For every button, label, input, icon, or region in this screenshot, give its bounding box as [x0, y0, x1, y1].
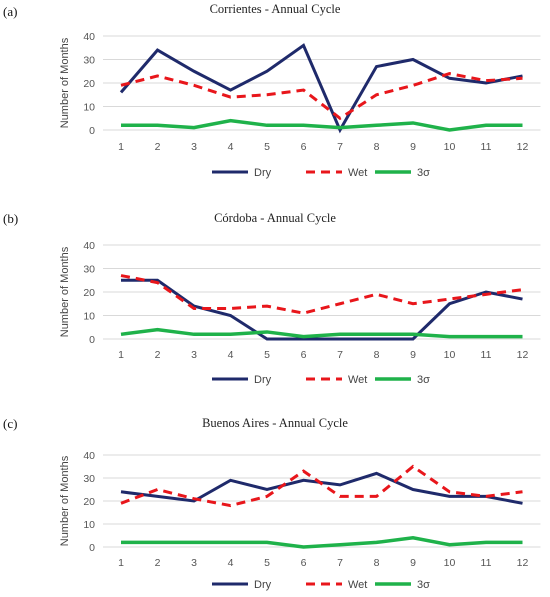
x-tick-label: 7 — [337, 557, 343, 569]
y-tick-label: 10 — [83, 519, 95, 531]
x-tick-label: 9 — [410, 557, 416, 569]
x-tick-label: 10 — [444, 349, 456, 361]
line-chart-buenos-aires: Buenos Aires - Annual Cycle 0 10 20 30 40 Numb… — [59, 416, 541, 591]
panel-label: (c) — [3, 416, 18, 431]
x-tick-label: 5 — [264, 349, 270, 361]
legend-label: Dry — [254, 167, 272, 179]
series-line-dry — [121, 278, 523, 341]
series-line-sigma — [121, 118, 523, 132]
legend-wet: Wet — [306, 579, 367, 591]
x-tick-label: 5 — [264, 141, 270, 153]
chart-panel-cordoba: (b) Córdoba - Annual Cycle 0 10 20 30 40 Numbe… — [0, 207, 550, 397]
chart-title: Córdoba - Annual Cycle — [214, 211, 336, 225]
x-tick-label: 12 — [517, 557, 529, 569]
x-tick-label: 2 — [155, 349, 161, 361]
x-tick-label: 8 — [374, 557, 380, 569]
x-tick-label: 3 — [191, 141, 197, 153]
legend-label: 3σ — [417, 374, 430, 386]
line-chart-cordoba: Córdoba - Annual Cycle 0 10 20 30 40 Number of… — [59, 211, 541, 386]
y-axis-label: Number of Months — [59, 246, 71, 337]
legend-label: 3σ — [417, 167, 430, 179]
legend-3sigma: 3σ — [375, 167, 430, 179]
y-tick-label: 30 — [83, 264, 95, 276]
legend-wet: Wet — [306, 374, 367, 386]
y-tick-label: 0 — [89, 542, 95, 554]
y-tick-label: 30 — [83, 473, 95, 485]
x-tick-label: 4 — [228, 141, 234, 153]
chart-panel-buenos-aires: (c) Buenos Aires - Annual Cycle 0 10 20 30 40… — [0, 412, 550, 597]
series-line-sigma — [120, 327, 523, 339]
series-line-wet — [120, 72, 523, 121]
x-tick-label: 1 — [118, 349, 124, 361]
legend-label: Wet — [348, 167, 367, 179]
x-tick-label: 3 — [191, 557, 197, 569]
x-tick-label: 8 — [374, 141, 380, 153]
y-axis-label: Number of Months — [59, 37, 71, 128]
x-tick-label: 4 — [228, 349, 234, 361]
legend-dry: Dry — [212, 374, 272, 386]
x-tick-label: 11 — [481, 141, 492, 153]
x-tick-label: 9 — [410, 141, 416, 153]
line-chart-corrientes: Corrientes - Annual Cycle 0 10 20 30 40 Number… — [59, 2, 541, 179]
y-tick-label: 30 — [83, 55, 95, 67]
x-tick-label: 3 — [191, 349, 197, 361]
legend-label: Wet — [348, 579, 367, 591]
y-tick-label: 40 — [83, 450, 95, 462]
x-tick-label: 6 — [301, 349, 307, 361]
series-line-dry — [119, 43, 523, 134]
x-tick-label: 11 — [481, 349, 492, 361]
legend-label: Dry — [254, 579, 272, 591]
series-line-sigma — [121, 536, 523, 549]
x-tick-label: 6 — [301, 557, 307, 569]
legend-3sigma: 3σ — [375, 579, 430, 591]
legend-wet: Wet — [306, 167, 367, 179]
y-tick-label: 40 — [83, 240, 95, 252]
y-tick-label: 0 — [89, 334, 95, 346]
x-tick-label: 12 — [517, 141, 529, 153]
y-tick-label: 0 — [89, 125, 95, 137]
x-tick-label: 1 — [118, 141, 124, 153]
chart-panel-corrientes: (a) Corrientes - Annual Cycle 0 10 20 30 40 Nu… — [0, 0, 550, 195]
x-tick-label: 1 — [118, 557, 124, 569]
x-tick-label: 7 — [337, 349, 343, 361]
legend-label: 3σ — [417, 579, 430, 591]
chart-title: Corrientes - Annual Cycle — [210, 2, 341, 16]
x-tick-label: 10 — [444, 141, 456, 153]
x-tick-label: 9 — [410, 349, 416, 361]
y-tick-label: 20 — [83, 287, 95, 299]
chart-title: Buenos Aires - Annual Cycle — [202, 416, 348, 430]
panel-label: (a) — [3, 4, 18, 19]
x-tick-label: 12 — [517, 349, 529, 361]
y-tick-label: 20 — [83, 78, 95, 90]
x-tick-label: 7 — [337, 141, 343, 153]
legend-3sigma: 3σ — [375, 374, 430, 386]
legend-label: Dry — [254, 374, 272, 386]
series-line-wet — [120, 274, 523, 315]
x-tick-label: 4 — [228, 557, 234, 569]
x-tick-label: 2 — [155, 557, 161, 569]
y-axis-label: Number of Months — [59, 455, 71, 546]
x-tick-label: 2 — [155, 141, 161, 153]
x-tick-label: 6 — [301, 141, 307, 153]
y-tick-label: 10 — [83, 102, 95, 114]
x-tick-label: 8 — [374, 349, 380, 361]
y-tick-label: 10 — [83, 311, 95, 323]
y-tick-label: 40 — [83, 31, 95, 43]
legend-dry: Dry — [212, 579, 272, 591]
legend-label: Wet — [348, 374, 367, 386]
x-tick-label: 11 — [481, 557, 492, 569]
series-line-wet — [120, 464, 523, 508]
x-tick-label: 5 — [264, 557, 270, 569]
panel-label: (b) — [3, 211, 19, 226]
y-tick-label: 20 — [83, 496, 95, 508]
legend-dry: Dry — [212, 167, 272, 179]
x-tick-label: 10 — [444, 557, 456, 569]
